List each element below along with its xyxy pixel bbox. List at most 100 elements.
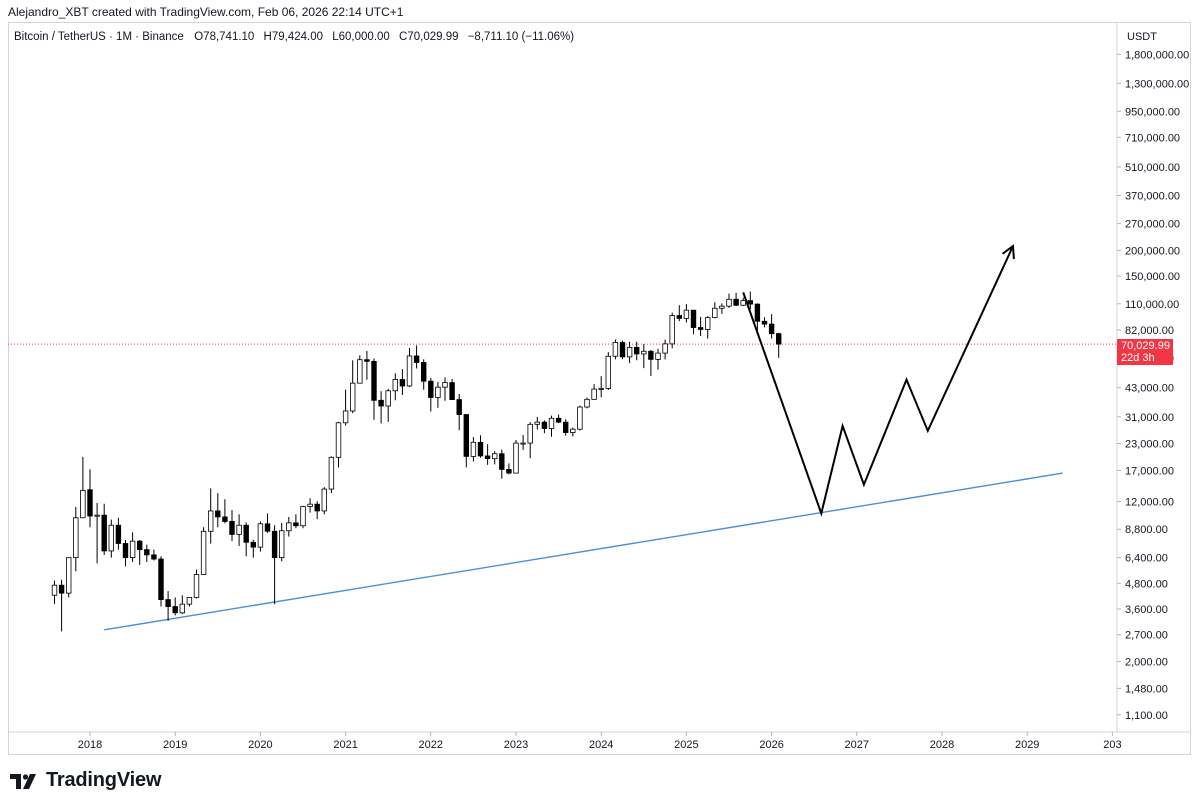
low-label: L (332, 31, 339, 43)
price-axis-label: 950,000.00 (1125, 106, 1180, 118)
ohlc-legend: Bitcoin / TetherUS · 1M · Binance O78,74… (14, 31, 580, 43)
bar-countdown: 22d 3h (1121, 352, 1155, 364)
candle-body (456, 399, 462, 415)
time-axis-label: 2018 (78, 739, 102, 751)
time-axis-label: 203 (1103, 739, 1121, 751)
candle-body (754, 303, 761, 322)
candle-body (286, 522, 292, 532)
price-axis-label: 4,800.00 (1125, 578, 1168, 590)
candle-body (768, 323, 775, 335)
price-axis-label: 110,000.00 (1125, 299, 1179, 311)
candle-body (726, 298, 732, 307)
chart-frame[interactable] (8, 22, 1191, 755)
candle-body (250, 541, 256, 548)
low-value: 60,000.00 (338, 31, 390, 43)
price-axis-label: 1,800,000.00 (1125, 49, 1189, 61)
candle-body (349, 382, 356, 412)
price-axis-label: 8,800.00 (1125, 524, 1168, 536)
candle-body (392, 379, 398, 392)
candle-body (335, 422, 342, 458)
candle-body (435, 386, 441, 398)
price-axis-label: 6,400.00 (1125, 553, 1168, 565)
candle-body (151, 554, 157, 560)
candle-body (257, 523, 264, 548)
currency-label[interactable]: USDT (1127, 31, 1157, 43)
candle-body (293, 522, 299, 527)
candle-body (80, 489, 86, 519)
price-axis-label: 2,000.00 (1125, 656, 1168, 668)
time-axis-label: 2023 (504, 739, 528, 751)
candle-body (385, 390, 391, 407)
candle-body (740, 300, 746, 306)
price-axis-label: 200,000.00 (1125, 245, 1180, 257)
price-axis-label: 1,480.00 (1125, 683, 1168, 695)
price-axis-label: 3,600.00 (1125, 604, 1168, 616)
support-trendline[interactable] (104, 472, 1063, 631)
candle-body (598, 388, 604, 390)
candle-body (470, 441, 477, 457)
time-axis-label: 2027 (845, 739, 869, 751)
candle-body (705, 317, 711, 330)
candle-body (648, 350, 654, 360)
candle-body (463, 414, 469, 457)
symbol-label[interactable]: Bitcoin / TetherUS · 1M · Binance (14, 31, 184, 43)
change-value: −8,711.10 (−11.06%) (467, 31, 575, 43)
last-price-tag: 70,029.99 22d 3h (1117, 339, 1173, 365)
time-axis-label: 2019 (163, 739, 187, 751)
price-axis-label: 12,000.00 (1125, 497, 1174, 509)
open-label: O (194, 31, 204, 43)
candle-body (676, 315, 682, 319)
price-axis-label: 31,000.00 (1125, 412, 1174, 424)
candle-body (776, 333, 782, 345)
open-value: 78,741.10 (203, 31, 255, 43)
candle-body (442, 382, 448, 388)
candle-body (364, 359, 370, 362)
candle-body (619, 342, 626, 358)
candle-body (122, 543, 129, 559)
attribution-text: Alejandro_XBT created with TradingView.c… (8, 5, 404, 19)
time-axis-label: 2029 (1015, 739, 1039, 751)
candle-body (243, 524, 249, 543)
candle-body (193, 574, 200, 598)
candle-body (655, 352, 661, 360)
candle-body (222, 516, 228, 522)
candle-body (73, 517, 79, 559)
price-axis-label: 370,000.00 (1125, 191, 1180, 203)
candle-body (108, 524, 114, 552)
candle-body (584, 398, 590, 408)
candle-body (747, 300, 753, 305)
time-axis-label: 2024 (589, 739, 613, 751)
tradingview-logo[interactable]: TradingView (10, 769, 161, 792)
candle-body (733, 298, 739, 306)
time-axis-label: 2028 (930, 739, 954, 751)
candle-body (683, 309, 690, 319)
candle-body (484, 455, 491, 460)
candle-body (66, 557, 72, 594)
candle-body (719, 305, 725, 309)
candle-body (506, 469, 512, 474)
candle-body (271, 530, 278, 559)
candle-body (357, 359, 363, 384)
candle-body (307, 503, 313, 507)
candle-body (761, 320, 768, 325)
candle-body (101, 514, 107, 552)
candle-body (179, 603, 185, 614)
candle-body (378, 399, 384, 407)
candle-body (420, 362, 427, 382)
candle-body (527, 423, 533, 444)
candle-body (634, 346, 640, 355)
price-axis-label: 23,000.00 (1125, 438, 1174, 450)
price-axis-label: 1,300,000.00 (1125, 78, 1189, 90)
candle-body (499, 453, 505, 470)
candle-body (200, 530, 207, 575)
candle-body (165, 599, 171, 607)
price-axis-label: 710,000.00 (1125, 132, 1180, 144)
candle-body (215, 510, 221, 518)
candle-body (690, 309, 697, 328)
candle-body (534, 421, 540, 425)
candle-body (314, 503, 320, 512)
candle-body (371, 360, 377, 401)
candle-body (58, 584, 65, 594)
projection-path[interactable] (742, 245, 1014, 517)
